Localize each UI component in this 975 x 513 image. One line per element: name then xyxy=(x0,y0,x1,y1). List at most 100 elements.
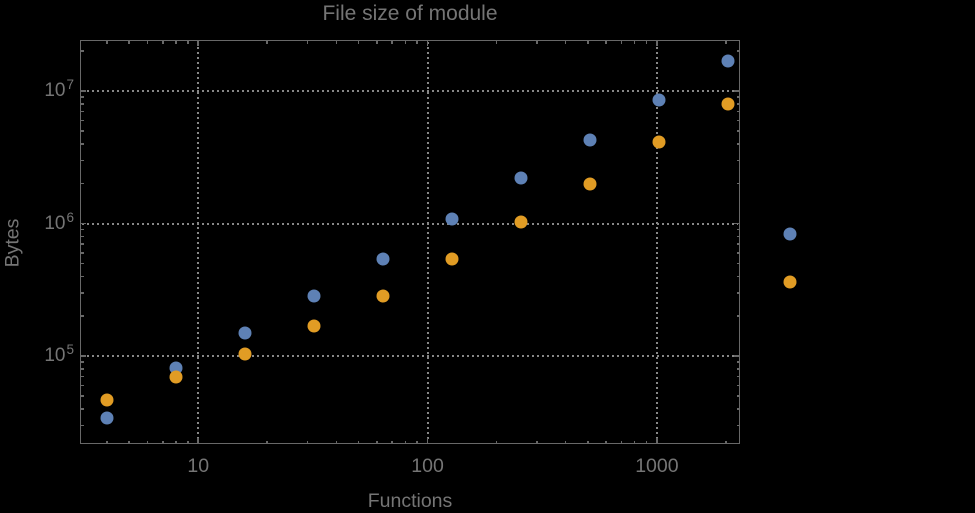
x-minor-tick-6 xyxy=(146,440,149,444)
y-major-tick-1e5-right xyxy=(734,355,740,357)
y-major-tick-1e6 xyxy=(80,222,86,225)
x-minor-tick-70 xyxy=(391,440,393,444)
y-minor-tick-3e6-right xyxy=(736,159,740,162)
data-point-series-blue xyxy=(583,133,597,147)
y-minor-tick-6e4-right xyxy=(736,384,740,387)
data-point-series-orange xyxy=(376,289,390,303)
x-minor-tick-4-top xyxy=(106,40,108,44)
x-minor-tick-800-top xyxy=(633,40,636,44)
y-minor-tick-8e6 xyxy=(80,103,84,105)
y-tick-label-1e5: 105 xyxy=(44,342,74,367)
y-minor-tick-2e6-right xyxy=(736,182,740,185)
x-minor-tick-200 xyxy=(495,440,498,444)
data-point-series-orange xyxy=(783,275,797,289)
y-minor-tick-3e6 xyxy=(80,159,84,162)
y-minor-tick-2e6 xyxy=(80,182,84,185)
y-minor-tick-7e5-right xyxy=(736,243,740,245)
y-minor-tick-5e5-right xyxy=(736,262,740,265)
x-major-tick-10-top xyxy=(197,40,200,46)
x-minor-tick-9 xyxy=(186,440,189,444)
x-minor-tick-90 xyxy=(416,440,418,444)
gridline-x-10 xyxy=(197,42,200,442)
y-minor-tick-7e5 xyxy=(80,243,84,245)
x-minor-tick-900-top xyxy=(645,40,648,44)
x-minor-tick-80 xyxy=(404,440,407,444)
x-minor-tick-600 xyxy=(605,440,607,444)
x-minor-tick-600-top xyxy=(605,40,607,44)
y-minor-tick-9e5 xyxy=(80,228,84,231)
y-minor-tick-6e6 xyxy=(80,119,84,122)
gridline-x-100 xyxy=(426,42,429,442)
chart-title: File size of module xyxy=(322,2,498,25)
x-minor-tick-7 xyxy=(161,440,164,444)
gridline-y-1e6 xyxy=(82,222,738,225)
y-minor-tick-6e6-right xyxy=(736,119,740,122)
data-point-series-orange xyxy=(238,347,252,361)
x-minor-tick-7-top xyxy=(161,40,164,44)
y-minor-tick-3e4-right xyxy=(736,424,740,427)
x-minor-tick-800 xyxy=(633,440,636,444)
y-tick-exponent: 5 xyxy=(66,342,74,358)
x-minor-tick-60-top xyxy=(375,40,378,44)
y-major-tick-1e6-right xyxy=(734,222,740,225)
data-point-series-orange xyxy=(169,370,183,384)
x-minor-tick-90-top xyxy=(416,40,418,44)
y-minor-tick-9e6-right xyxy=(736,96,740,98)
data-point-series-orange xyxy=(445,252,459,266)
y-minor-tick-8e4-right xyxy=(736,368,740,370)
x-minor-tick-8 xyxy=(175,440,177,444)
y-major-tick-1e7-right xyxy=(734,90,740,92)
x-minor-tick-300-top xyxy=(536,40,538,44)
x-minor-tick-8-top xyxy=(175,40,177,44)
gridline-y-1e7 xyxy=(82,90,738,93)
y-minor-tick-4e5 xyxy=(80,275,84,278)
y-major-tick-1e5 xyxy=(80,355,86,357)
x-minor-tick-60 xyxy=(375,440,378,444)
data-point-series-blue xyxy=(652,93,666,107)
x-major-tick-10 xyxy=(197,438,200,444)
x-minor-tick-5-top xyxy=(128,40,131,44)
data-point-series-blue xyxy=(238,326,252,340)
data-point-series-orange xyxy=(100,393,114,407)
y-minor-tick-7e4 xyxy=(80,375,84,378)
data-point-series-blue xyxy=(445,212,459,226)
y-minor-tick-8e6-right xyxy=(736,103,740,105)
x-major-tick-1000-top xyxy=(656,40,658,46)
x-minor-tick-70-top xyxy=(391,40,393,44)
y-minor-tick-8e5 xyxy=(80,235,84,238)
data-point-series-orange xyxy=(721,97,735,111)
y-minor-tick-6e4 xyxy=(80,384,84,387)
x-minor-tick-40-top xyxy=(335,40,338,44)
x-minor-tick-900 xyxy=(645,440,648,444)
x-minor-tick-6-top xyxy=(146,40,149,44)
gridline-y-1e5 xyxy=(82,355,738,358)
y-minor-tick-5e6 xyxy=(80,130,84,132)
y-minor-tick-7e6 xyxy=(80,110,84,113)
x-minor-tick-2000 xyxy=(725,440,727,444)
data-point-series-orange xyxy=(583,177,597,191)
y-tick-exponent: 6 xyxy=(66,209,74,225)
y-minor-tick-4e4 xyxy=(80,408,84,410)
y-minor-tick-3e5 xyxy=(80,292,84,294)
y-minor-tick-3e5-right xyxy=(736,292,740,294)
y-minor-tick-5e4-right xyxy=(736,395,740,397)
data-point-series-blue xyxy=(307,289,321,303)
x-axis-label: Functions xyxy=(367,490,453,512)
plot-frame xyxy=(80,40,740,444)
y-minor-tick-4e6 xyxy=(80,143,84,145)
y-minor-tick-2e7-right xyxy=(736,50,740,52)
x-minor-tick-500-top xyxy=(587,40,589,44)
y-minor-tick-9e4 xyxy=(80,361,84,363)
y-minor-tick-4e6-right xyxy=(736,143,740,145)
data-point-series-orange xyxy=(514,215,528,229)
x-tick-label-1000: 1000 xyxy=(635,455,679,477)
x-major-tick-100-top xyxy=(426,40,429,46)
y-minor-tick-9e6 xyxy=(80,96,84,98)
y-minor-tick-9e5-right xyxy=(736,228,740,231)
y-minor-tick-9e4-right xyxy=(736,361,740,363)
y-minor-tick-7e6-right xyxy=(736,110,740,113)
x-minor-tick-4 xyxy=(106,440,108,444)
y-minor-tick-6e5-right xyxy=(736,252,740,254)
data-point-series-blue xyxy=(100,411,114,425)
